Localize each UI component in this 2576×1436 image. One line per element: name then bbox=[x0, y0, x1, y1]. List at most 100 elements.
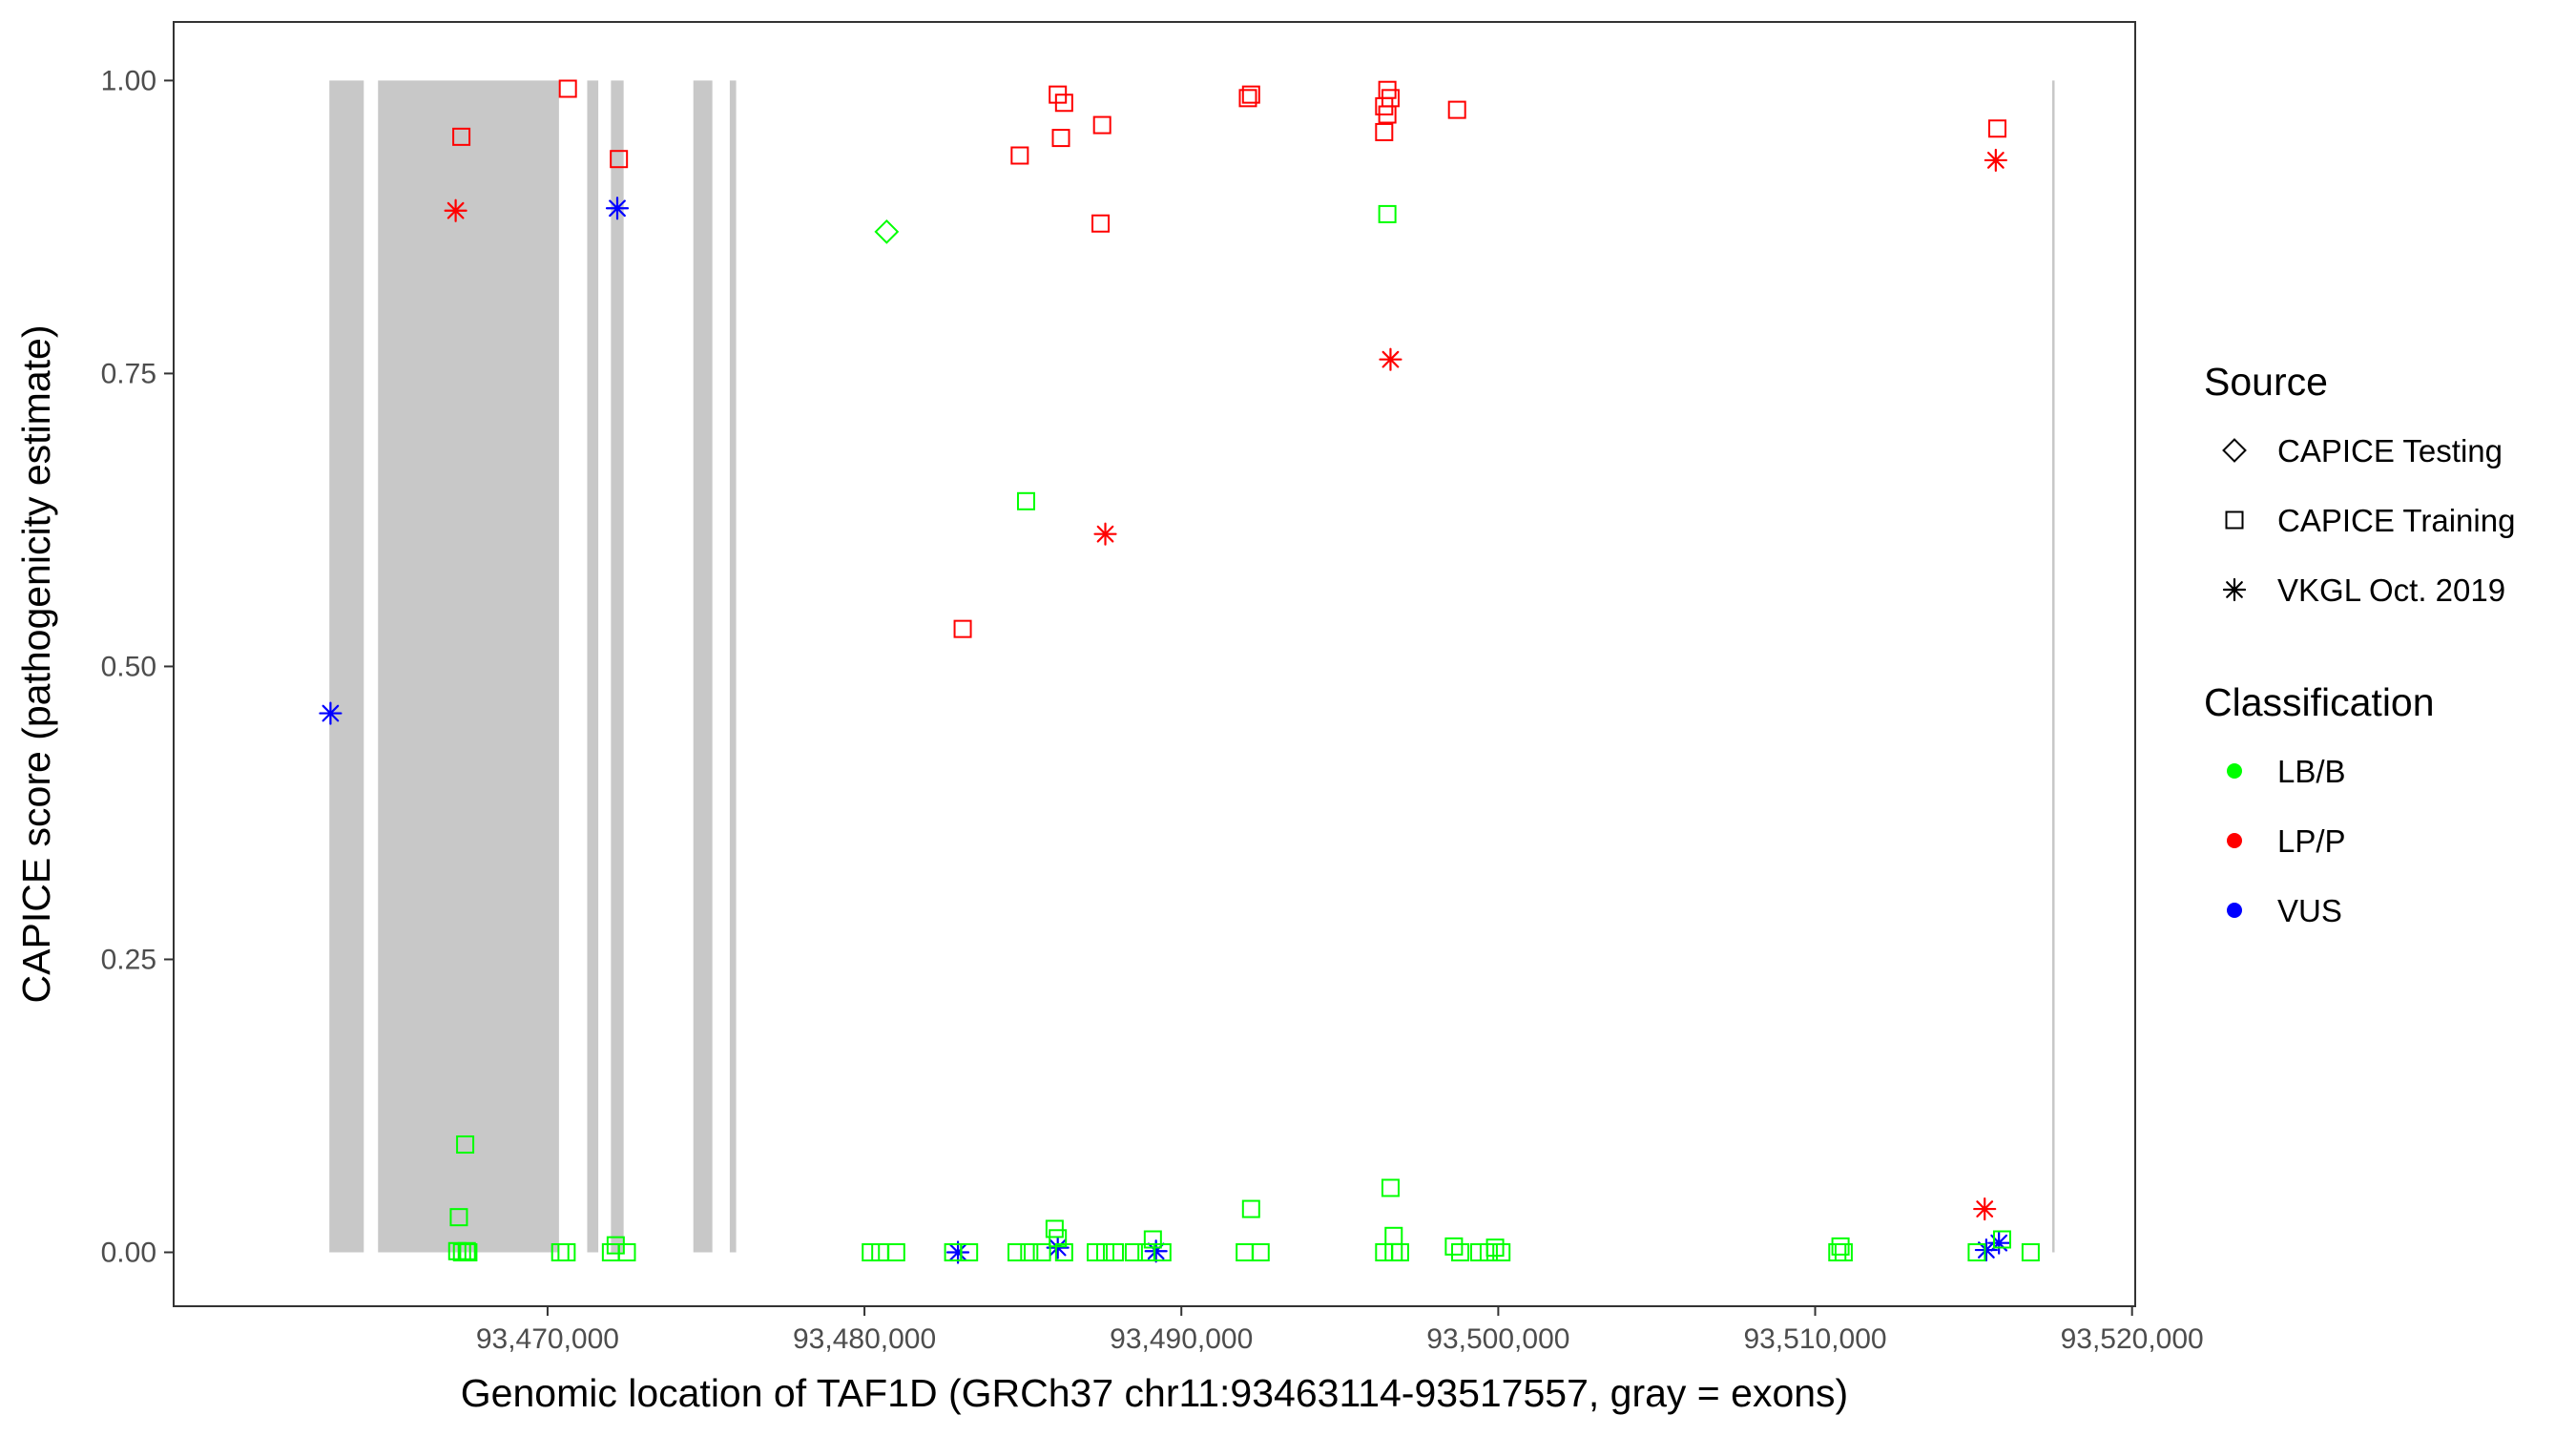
data-point-square bbox=[1492, 1243, 1511, 1262]
data-point-asterisk bbox=[1046, 1236, 1070, 1259]
data-point-asterisk bbox=[605, 197, 630, 220]
legend-label: CAPICE Training bbox=[2277, 503, 2515, 538]
exon-band bbox=[693, 80, 713, 1253]
data-point-square bbox=[1241, 85, 1260, 104]
data-point-square bbox=[1241, 1199, 1260, 1218]
data-point-square bbox=[1988, 119, 2007, 138]
data-point-asterisk bbox=[1974, 1238, 1998, 1262]
data-point-square bbox=[2021, 1243, 2040, 1262]
data-point-square bbox=[1390, 1243, 1409, 1262]
legend-key-diamond bbox=[2222, 438, 2247, 463]
x-tick-label: 93,500,000 bbox=[1426, 1323, 1569, 1355]
exon-band bbox=[729, 80, 737, 1253]
data-point-square bbox=[1016, 491, 1035, 510]
y-tick-label: 0.00 bbox=[101, 1238, 156, 1269]
data-point-square bbox=[886, 1243, 905, 1262]
data-point-square bbox=[456, 1135, 475, 1155]
y-tick-label: 0.50 bbox=[101, 651, 156, 682]
exon-band bbox=[2051, 80, 2055, 1253]
data-point-square bbox=[557, 1243, 576, 1262]
series-group bbox=[874, 219, 900, 244]
data-point-square bbox=[1045, 1219, 1064, 1238]
data-point-square bbox=[449, 1208, 468, 1227]
x-tick-label: 93,510,000 bbox=[1743, 1323, 1886, 1355]
x-tick-label: 93,480,000 bbox=[793, 1323, 936, 1355]
data-point-square bbox=[953, 619, 972, 638]
data-point-square bbox=[1967, 1243, 1986, 1262]
x-tick-label: 93,470,000 bbox=[476, 1323, 619, 1355]
data-point-square bbox=[960, 1243, 979, 1262]
data-point-square bbox=[1049, 1229, 1068, 1248]
series-group bbox=[447, 204, 2040, 1262]
data-point-square bbox=[1008, 1243, 1027, 1262]
exon-band bbox=[378, 80, 559, 1253]
data-point-asterisk bbox=[1984, 148, 2007, 173]
legend-layer: Source CAPICE Testing CAPICE Training VKGL … bbox=[2204, 360, 2515, 928]
y-tick-label: 1.00 bbox=[101, 65, 156, 96]
exons-layer bbox=[329, 80, 2055, 1253]
data-point-square bbox=[610, 150, 629, 169]
data-point-asterisk bbox=[945, 1240, 970, 1264]
data-point-square bbox=[1378, 204, 1397, 223]
data-point-asterisk bbox=[319, 701, 343, 725]
exon-band bbox=[329, 80, 364, 1253]
data-point-asterisk bbox=[444, 198, 467, 222]
data-point-square bbox=[1020, 1243, 1039, 1262]
legend-key-square bbox=[2225, 510, 2244, 530]
data-point-square bbox=[1124, 1243, 1143, 1262]
legend-key-color bbox=[2227, 833, 2242, 848]
data-point-square bbox=[1051, 129, 1070, 148]
data-point-square bbox=[1992, 1230, 2011, 1249]
data-point-square bbox=[447, 1241, 467, 1260]
series-group bbox=[319, 197, 2011, 1264]
y-tick-label: 0.25 bbox=[101, 944, 156, 975]
data-point-square bbox=[1092, 115, 1111, 135]
data-point-square bbox=[1251, 1243, 1270, 1262]
data-point-square bbox=[459, 1243, 478, 1262]
data-point-asterisk bbox=[1093, 522, 1117, 546]
data-point-square bbox=[1153, 1243, 1172, 1262]
data-point-square bbox=[1831, 1237, 1850, 1256]
data-point-square bbox=[1447, 100, 1466, 119]
data-point-square bbox=[1032, 1243, 1051, 1262]
data-point-square bbox=[1479, 1243, 1498, 1262]
data-point-square bbox=[1054, 94, 1073, 113]
data-point-square bbox=[1381, 1178, 1400, 1197]
y-tick-label: 0.75 bbox=[101, 358, 156, 389]
x-axis-title: Genomic location of TAF1D (GRCh37 chr11:… bbox=[461, 1371, 1848, 1415]
data-point-square bbox=[1378, 105, 1397, 124]
data-point-square bbox=[1451, 1243, 1470, 1262]
data-point-square bbox=[1091, 214, 1111, 233]
data-point-square bbox=[1010, 146, 1029, 165]
data-point-square bbox=[1444, 1237, 1464, 1256]
data-point-square bbox=[606, 1236, 625, 1255]
data-point-square bbox=[1485, 1238, 1505, 1258]
legend-label: LP/P bbox=[2277, 823, 2346, 859]
data-point-square bbox=[617, 1243, 636, 1262]
exon-band bbox=[611, 80, 624, 1253]
axes-layer: 93,470,000 93,480,000 93,490,000 93,500,000… bbox=[101, 65, 2204, 1355]
plot-panel-border bbox=[173, 21, 2136, 1307]
legend-label: LB/B bbox=[2277, 754, 2346, 789]
data-point-square bbox=[1238, 89, 1257, 108]
data-point-square bbox=[862, 1243, 881, 1262]
points-layer bbox=[319, 79, 2040, 1264]
data-point-asterisk bbox=[1379, 347, 1402, 371]
data-point-asterisk bbox=[1144, 1239, 1168, 1263]
data-point-square bbox=[558, 79, 577, 98]
legend-label: CAPICE Testing bbox=[2277, 433, 2503, 468]
data-point-square bbox=[1054, 1243, 1073, 1262]
series-group bbox=[444, 148, 2007, 1221]
data-point-asterisk bbox=[1987, 1231, 2011, 1255]
data-point-square bbox=[1375, 122, 1394, 141]
x-tick-label: 93,490,000 bbox=[1110, 1323, 1253, 1355]
data-point-square bbox=[1143, 1230, 1162, 1249]
legend-title: Classification bbox=[2204, 680, 2435, 724]
data-point-asterisk bbox=[1973, 1197, 1997, 1221]
data-point-square bbox=[1105, 1243, 1124, 1262]
y-axis-title: CAPICE score (pathogenicity estimate) bbox=[14, 325, 58, 1004]
legend-label: VKGL Oct. 2019 bbox=[2277, 572, 2505, 608]
legend-label: VUS bbox=[2277, 893, 2342, 928]
data-point-diamond bbox=[874, 219, 900, 244]
